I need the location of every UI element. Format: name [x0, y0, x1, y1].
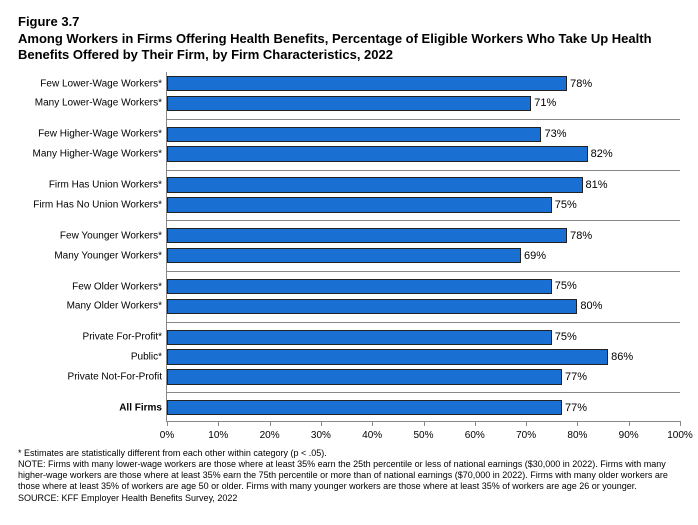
- y-axis-label: Few Lower-Wage Workers*: [40, 78, 162, 89]
- x-axis-tick-label: 80%: [567, 430, 587, 441]
- group-separator: [167, 220, 680, 221]
- bar-value-label: 77%: [565, 402, 587, 414]
- chart-area: Few Lower-Wage Workers* Many Lower-Wage W…: [18, 72, 680, 422]
- x-axis-tick-label: 10%: [208, 430, 228, 441]
- bar-row: 75%: [167, 197, 680, 212]
- bar-row: 78%: [167, 228, 680, 243]
- bar-fill: [167, 146, 588, 161]
- y-axis-label: Many Younger Workers*: [54, 250, 162, 261]
- bar-row: 86%: [167, 349, 680, 364]
- bar-value-label: 73%: [544, 128, 566, 140]
- bar-value-label: 75%: [555, 199, 577, 211]
- group-separator: [167, 170, 680, 171]
- y-axis-label: Few Younger Workers*: [60, 230, 162, 241]
- x-axis-tick-label: 50%: [413, 430, 433, 441]
- y-axis-labels: Few Lower-Wage Workers* Many Lower-Wage W…: [18, 72, 166, 422]
- bar-value-label: 71%: [534, 97, 556, 109]
- x-axis-tick-label: 60%: [465, 430, 485, 441]
- plot-area: 78%71%73%82%81%75%78%69%75%80%75%86%77%7…: [166, 72, 680, 422]
- x-axis-tick-label: 100%: [667, 430, 693, 441]
- bar-row: 75%: [167, 330, 680, 345]
- x-axis-tick: [577, 421, 578, 426]
- x-axis-tick-label: 90%: [619, 430, 639, 441]
- bar-value-label: 75%: [555, 331, 577, 343]
- chart-notes: * Estimates are statistically different …: [18, 448, 680, 504]
- x-axis-tick: [680, 421, 681, 426]
- y-axis-label: Firm Has Union Workers*: [49, 180, 162, 191]
- bar-row: 81%: [167, 177, 680, 192]
- x-axis-tick-label: 40%: [362, 430, 382, 441]
- x-axis-tick-label: 20%: [260, 430, 280, 441]
- bar-value-label: 69%: [524, 250, 546, 262]
- y-axis-label: Many Older Workers*: [67, 301, 162, 312]
- x-axis-tick: [270, 421, 271, 426]
- bar-fill: [167, 248, 521, 263]
- note-significance: * Estimates are statistically different …: [18, 448, 680, 459]
- figure-number: Figure 3.7: [18, 14, 680, 29]
- bar-value-label: 78%: [570, 78, 592, 90]
- figure-title: Among Workers in Firms Offering Health B…: [18, 31, 680, 64]
- group-separator: [167, 271, 680, 272]
- x-axis-tick: [321, 421, 322, 426]
- bar-value-label: 75%: [555, 280, 577, 292]
- x-axis-tick: [424, 421, 425, 426]
- bar-fill: [167, 76, 567, 91]
- bar-row: 69%: [167, 248, 680, 263]
- x-axis-tick: [475, 421, 476, 426]
- y-axis-label: Many Higher-Wage Workers*: [33, 149, 162, 160]
- bar-row: 71%: [167, 96, 680, 111]
- y-axis-label: Public*: [131, 352, 162, 363]
- bar-row: 80%: [167, 299, 680, 314]
- bar-fill: [167, 400, 562, 415]
- x-axis-tick: [167, 421, 168, 426]
- bar-fill: [167, 228, 567, 243]
- bar-fill: [167, 177, 583, 192]
- bar-fill: [167, 299, 577, 314]
- bar-fill: [167, 369, 562, 384]
- y-axis-label: Private Not-For-Profit: [68, 371, 162, 382]
- bar-value-label: 80%: [580, 300, 602, 312]
- x-axis-tick: [218, 421, 219, 426]
- bar-row: 73%: [167, 127, 680, 142]
- x-axis-tick-label: 70%: [516, 430, 536, 441]
- bar-fill: [167, 127, 541, 142]
- bar-value-label: 81%: [586, 179, 608, 191]
- x-axis-tick-label: 0%: [160, 430, 174, 441]
- note-definitions: NOTE: Firms with many lower-wage workers…: [18, 459, 680, 493]
- bar-fill: [167, 279, 552, 294]
- bar-row: 82%: [167, 146, 680, 161]
- bar-row: 75%: [167, 279, 680, 294]
- group-separator: [167, 322, 680, 323]
- x-axis-tick: [372, 421, 373, 426]
- group-separator: [167, 392, 680, 393]
- bar-row: 78%: [167, 76, 680, 91]
- bar-fill: [167, 349, 608, 364]
- note-source: SOURCE: KFF Employer Health Benefits Sur…: [18, 493, 680, 504]
- bar-value-label: 78%: [570, 230, 592, 242]
- bar-row: 77%: [167, 400, 680, 415]
- y-axis-label: Firm Has No Union Workers*: [33, 199, 162, 210]
- x-axis-tick-label: 30%: [311, 430, 331, 441]
- bar-fill: [167, 197, 552, 212]
- y-axis-label: Few Higher-Wage Workers*: [38, 129, 162, 140]
- bar-value-label: 82%: [591, 148, 613, 160]
- y-axis-label: All Firms: [119, 402, 162, 413]
- bar-value-label: 77%: [565, 371, 587, 383]
- y-axis-label: Few Older Workers*: [72, 281, 162, 292]
- x-axis-tick: [629, 421, 630, 426]
- y-axis-label: Many Lower-Wage Workers*: [35, 98, 162, 109]
- bar-row: 77%: [167, 369, 680, 384]
- bar-fill: [167, 330, 552, 345]
- group-separator: [167, 119, 680, 120]
- bar-value-label: 86%: [611, 351, 633, 363]
- bar-fill: [167, 96, 531, 111]
- x-axis-tick: [526, 421, 527, 426]
- y-axis-label: Private For-Profit*: [83, 332, 162, 343]
